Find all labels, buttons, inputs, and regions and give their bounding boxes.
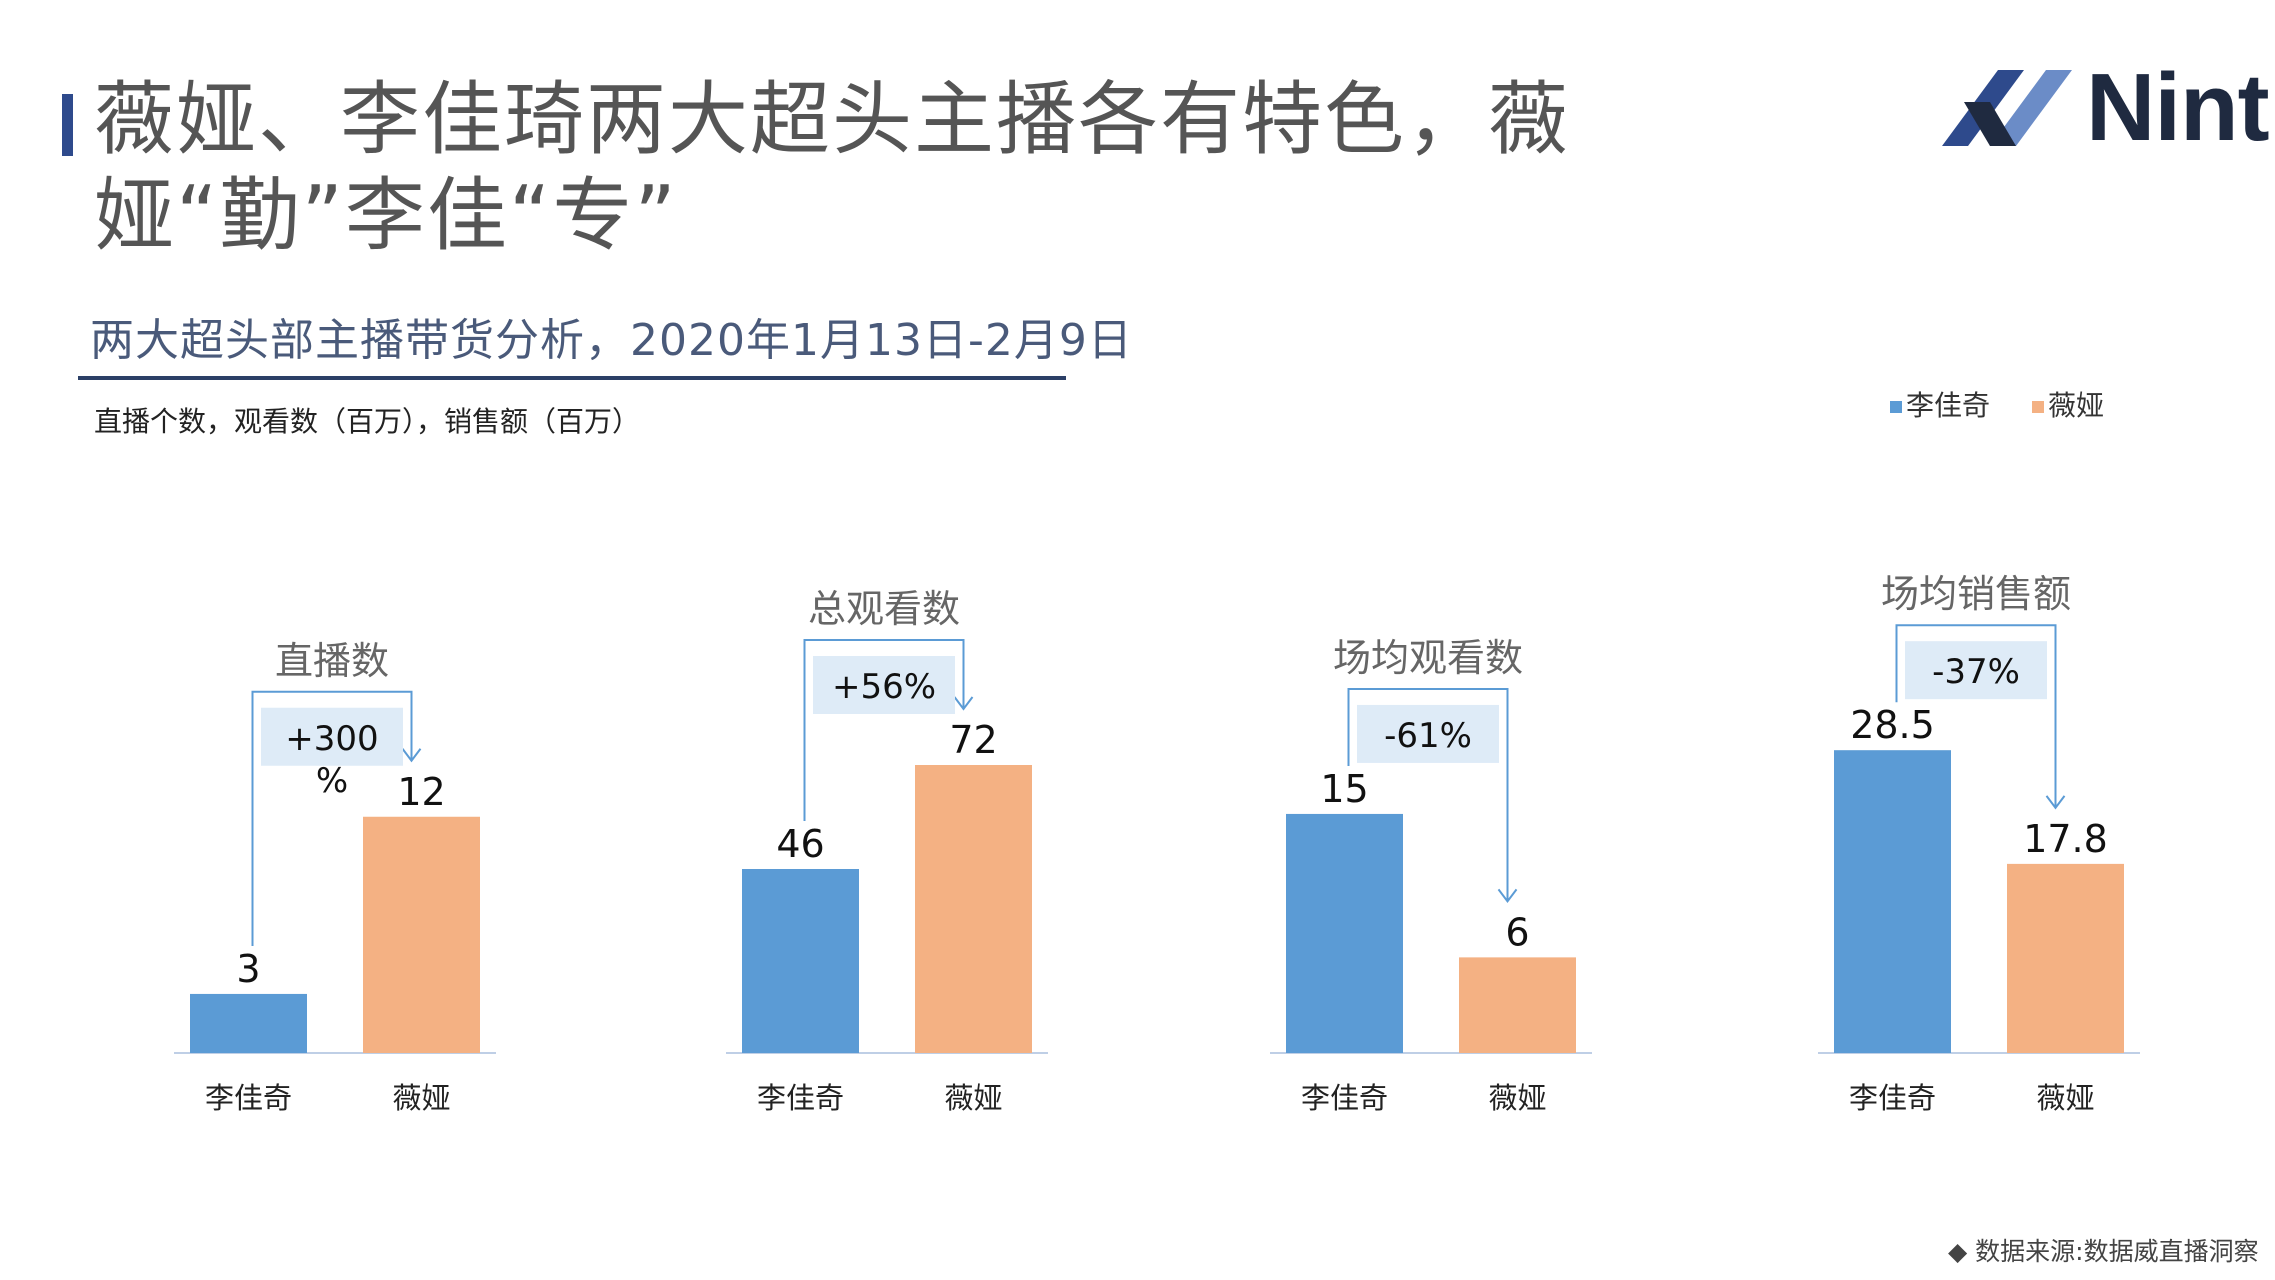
legend-label-wei: 薇娅 <box>2048 389 2105 422</box>
data-label: 3 <box>236 947 260 991</box>
change-arrow <box>1497 888 1518 904</box>
chart-title: 场均观看数 <box>1333 636 1523 680</box>
data-label: 28.5 <box>1850 703 1935 747</box>
logo-text: Nint <box>2086 54 2270 161</box>
bar-li <box>190 993 307 1053</box>
change-bracket <box>1347 687 1509 902</box>
bar-li <box>742 869 859 1053</box>
category-label: 薇娅 <box>944 1081 1002 1115</box>
legend-swatch-wei <box>2032 401 2044 413</box>
data-label: 17.8 <box>2023 817 2108 861</box>
change-arrow <box>401 748 422 763</box>
change-label: +56% <box>832 667 936 707</box>
bar-li <box>1834 750 1951 1053</box>
category-label: 薇娅 <box>1488 1081 1546 1115</box>
category-label: 李佳奇 <box>205 1081 292 1115</box>
legend-item-wei: 薇娅 <box>2032 388 2104 424</box>
title-accent-bar <box>62 94 73 156</box>
bar-wei <box>2007 863 2124 1053</box>
data-label: 46 <box>776 822 824 866</box>
change-bracket <box>251 690 413 946</box>
data-label: 12 <box>397 770 445 814</box>
change-label: +300 <box>285 719 378 759</box>
bar-wei <box>915 765 1032 1053</box>
category-label: 李佳奇 <box>1301 1081 1388 1115</box>
nint-logo-icon <box>1942 70 2072 146</box>
subtitle: 两大超头部主播带货分析，2020年1月13日-2月9日 <box>90 315 1133 366</box>
change-arrow <box>953 696 974 711</box>
units-note: 直播个数，观看数（百万），销售额（百万） <box>94 405 641 438</box>
change-bracket <box>803 639 965 821</box>
change-box <box>261 707 403 766</box>
bar-wei <box>1459 957 1576 1053</box>
category-label: 薇娅 <box>392 1081 450 1115</box>
bar-wei <box>363 816 480 1053</box>
legend-swatch-li <box>1890 401 1902 413</box>
data-label: 15 <box>1320 767 1368 811</box>
change-arrow <box>2045 795 2066 810</box>
legend-label-li: 李佳奇 <box>1906 389 1991 422</box>
chart-title: 总观看数 <box>808 587 960 631</box>
subtitle-underline <box>78 376 1066 380</box>
category-label: 李佳奇 <box>1849 1081 1936 1115</box>
change-label-percent: % <box>316 761 348 801</box>
change-bracket <box>1895 624 2057 808</box>
chart-title: 场均销售额 <box>1881 572 2071 616</box>
page-title: 薇娅、李佳琦两大超头主播各有特色，薇娅“勤”李佳“专” <box>94 73 1570 262</box>
category-label: 薇娅 <box>2036 1081 2094 1115</box>
change-label: -37% <box>1932 652 2020 692</box>
category-label: 李佳奇 <box>757 1081 844 1115</box>
change-label: -61% <box>1384 716 1472 756</box>
chart-title: 直播数 <box>275 639 389 683</box>
bar-li <box>1286 813 1403 1053</box>
change-box <box>1905 641 2047 700</box>
legend-item-li: 李佳奇 <box>1890 388 1990 424</box>
data-label: 72 <box>949 718 997 762</box>
source-note: ◆ 数据来源:数据威直播洞察 <box>1948 1237 2259 1266</box>
change-box <box>1357 704 1499 763</box>
data-label: 6 <box>1505 910 1529 954</box>
change-box <box>813 656 955 714</box>
